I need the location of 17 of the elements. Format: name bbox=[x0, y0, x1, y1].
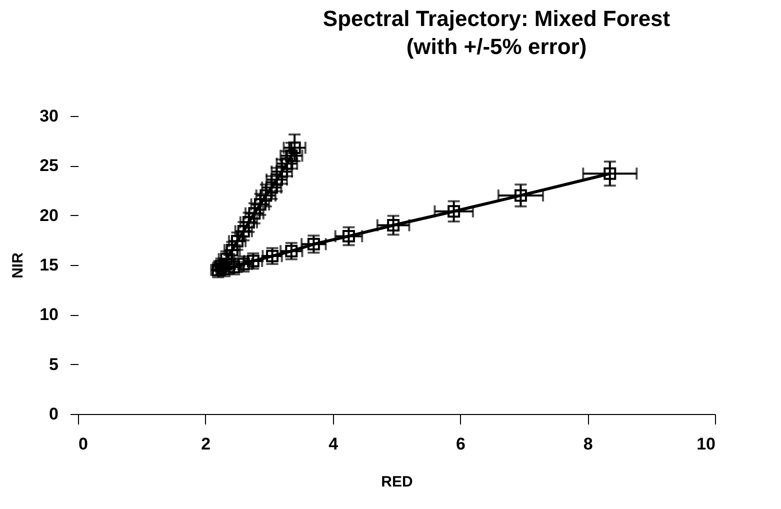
y-tick-label: 5 bbox=[49, 354, 58, 374]
text: (with +/-5% error) bbox=[406, 34, 587, 59]
x-axis-title: RED bbox=[381, 474, 413, 490]
y-tick-label: 30 bbox=[40, 106, 58, 126]
x-tick-label: 0 bbox=[78, 434, 88, 454]
y-tick-label: 20 bbox=[40, 206, 58, 225]
y-tick-label: 15 bbox=[40, 256, 58, 274]
y-tick-label: 10 bbox=[40, 305, 58, 324]
x-tick-label: 10 bbox=[696, 434, 716, 454]
y-axis-title: NIR bbox=[10, 252, 27, 278]
text: Spectral Trajectory: Mixed Forest bbox=[322, 6, 670, 31]
y-tick-label: 0 bbox=[49, 404, 58, 424]
x-tick-label: 6 bbox=[456, 434, 466, 454]
x-tick-label: 2 bbox=[201, 434, 211, 454]
x-tick-label: 4 bbox=[328, 434, 339, 454]
y-tick-label: 25 bbox=[40, 156, 58, 176]
x-tick-label: 8 bbox=[583, 434, 593, 454]
